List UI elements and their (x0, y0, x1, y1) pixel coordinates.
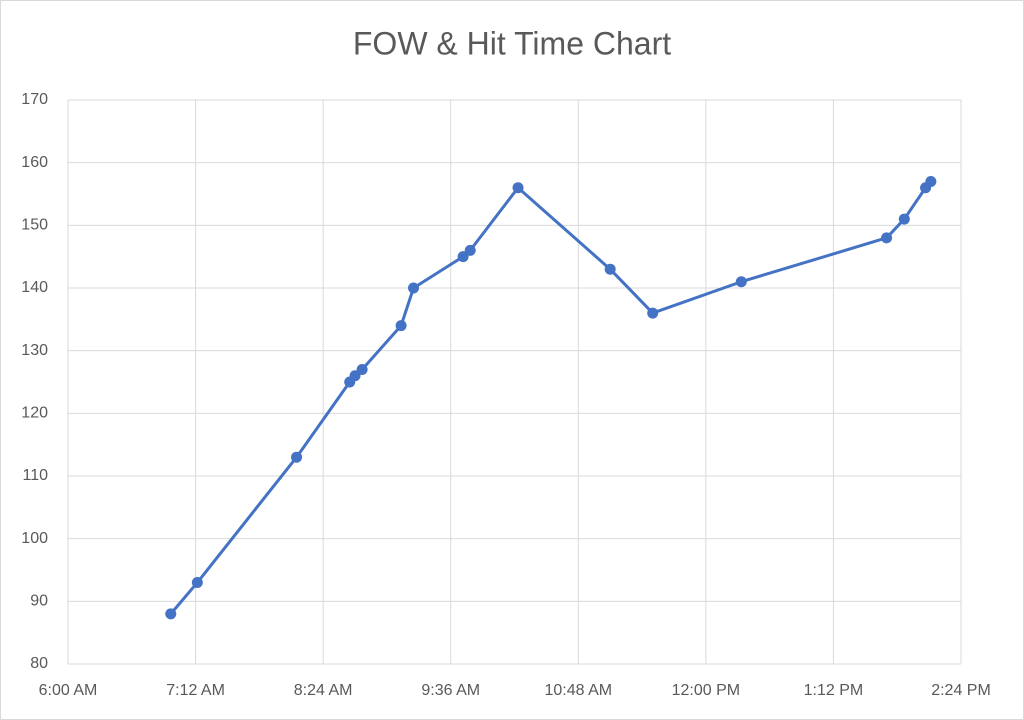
x-tick-label: 6:00 AM (39, 682, 98, 699)
data-point (395, 320, 407, 332)
data-point (881, 232, 893, 244)
data-point (604, 263, 616, 275)
data-point (165, 608, 177, 620)
y-tick-label: 150 (21, 217, 48, 234)
y-tick-label: 80 (30, 655, 48, 672)
x-tick-label: 12:00 PM (672, 682, 740, 699)
data-point (356, 363, 368, 375)
data-point (647, 307, 659, 319)
data-point (408, 282, 420, 294)
data-point (898, 213, 910, 225)
x-tick-label: 8:24 AM (294, 682, 353, 699)
y-tick-label: 130 (21, 342, 48, 359)
data-point (512, 182, 524, 194)
data-point (349, 370, 361, 382)
x-tick-label: 9:36 AM (421, 682, 480, 699)
y-tick-label: 170 (21, 91, 48, 108)
data-point (191, 577, 203, 589)
y-tick-label: 110 (22, 467, 48, 484)
y-tick-label: 120 (21, 405, 48, 422)
data-point (735, 276, 747, 288)
chart-title: FOW & Hit Time Chart (353, 25, 671, 61)
x-tick-label: 7:12 AM (166, 682, 225, 699)
y-tick-label: 140 (21, 279, 48, 296)
x-tick-label: 1:12 PM (804, 682, 864, 699)
data-point (457, 251, 469, 263)
y-tick-label: 100 (21, 530, 48, 547)
x-tick-label: 10:48 AM (544, 682, 612, 699)
data-point (925, 175, 937, 187)
data-point (464, 244, 476, 256)
x-tick-label: 2:24 PM (931, 682, 991, 699)
y-tick-label: 160 (21, 154, 48, 171)
data-point (291, 451, 303, 463)
y-tick-label: 90 (30, 593, 48, 610)
